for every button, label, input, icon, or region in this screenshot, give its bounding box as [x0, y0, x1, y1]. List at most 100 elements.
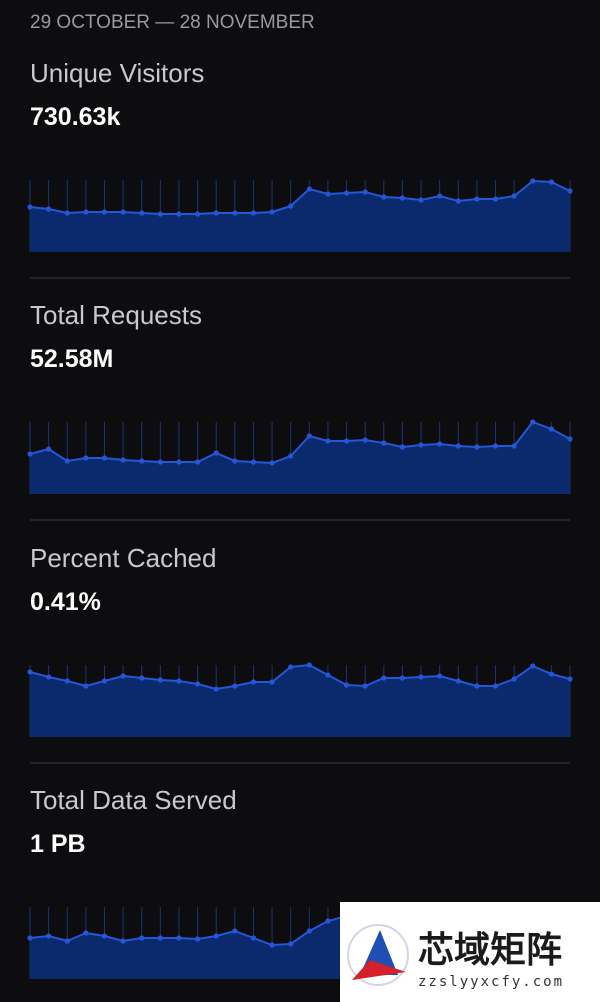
point [455, 198, 461, 204]
point [64, 458, 70, 464]
point [232, 683, 238, 689]
point [530, 178, 536, 184]
point [213, 450, 219, 456]
point [120, 938, 126, 944]
point [83, 209, 89, 215]
point [492, 683, 499, 689]
point [139, 458, 145, 464]
point [83, 930, 89, 936]
point [418, 674, 424, 680]
point [437, 193, 443, 199]
point [194, 211, 201, 217]
point [474, 683, 480, 689]
point [269, 942, 275, 948]
point [157, 677, 163, 683]
point [511, 443, 517, 449]
date-range: 29 OCTOBER — 28 NOVEMBER [30, 12, 315, 33]
metric-total: 52.58M [30, 345, 113, 373]
point [492, 196, 499, 202]
point [399, 675, 406, 681]
point [46, 206, 52, 212]
point [64, 938, 70, 944]
point [157, 459, 163, 465]
point [381, 675, 387, 681]
point [288, 453, 294, 459]
point [139, 210, 145, 216]
point [269, 679, 275, 685]
point [194, 936, 201, 942]
point [83, 455, 89, 461]
metric-total: 730.63k [30, 103, 120, 131]
point [343, 682, 350, 688]
point [157, 935, 163, 941]
point [213, 210, 219, 216]
watermark-url: zzslyyxcfy.com [418, 974, 564, 990]
point [101, 933, 108, 939]
point [139, 935, 145, 941]
point [139, 675, 145, 681]
point [399, 195, 406, 201]
point [548, 671, 554, 677]
point [567, 436, 573, 442]
point [437, 673, 443, 679]
metric-label: Unique Visitors [30, 58, 204, 88]
metric-label: Total Data Served [30, 785, 237, 815]
point [64, 210, 70, 216]
point [232, 458, 238, 464]
point [325, 191, 331, 197]
point [343, 438, 350, 444]
metric-total: 1 PB [30, 830, 86, 858]
point [455, 678, 461, 684]
point [269, 209, 275, 215]
point [232, 928, 238, 934]
point [511, 676, 517, 682]
point [306, 186, 312, 192]
logo-ring [347, 924, 409, 986]
point [194, 681, 201, 687]
point [250, 679, 257, 685]
point [306, 433, 312, 439]
metric-label: Percent Cached [30, 543, 216, 573]
point [46, 933, 52, 939]
point [250, 459, 257, 465]
point [120, 457, 126, 463]
point [27, 451, 33, 457]
point [548, 426, 554, 432]
point [381, 194, 387, 200]
point [437, 441, 443, 447]
point [101, 209, 108, 215]
point [548, 179, 554, 185]
point [176, 211, 182, 217]
logo-swoosh [352, 960, 406, 980]
point [325, 672, 331, 678]
point [362, 189, 368, 195]
watermark-name: 芯域矩阵 [418, 929, 562, 970]
point [418, 442, 424, 448]
point [325, 438, 331, 444]
point [511, 193, 517, 199]
point [176, 678, 182, 684]
point [269, 460, 275, 466]
point [176, 935, 182, 941]
point [343, 190, 350, 196]
point [213, 933, 219, 939]
point [306, 662, 312, 668]
point [455, 443, 461, 449]
point [399, 444, 406, 450]
point [157, 211, 163, 217]
metric-label: Total Requests [30, 300, 202, 330]
point [101, 678, 108, 684]
line [29, 420, 571, 465]
point [530, 663, 536, 669]
point [101, 455, 108, 461]
point [250, 210, 257, 216]
point [492, 443, 499, 449]
line [29, 663, 571, 691]
point [27, 204, 33, 210]
watermark: 芯域矩阵 zzslyyxcfy.com [340, 902, 600, 1002]
point [474, 444, 480, 450]
area [30, 665, 570, 737]
point [27, 669, 33, 675]
